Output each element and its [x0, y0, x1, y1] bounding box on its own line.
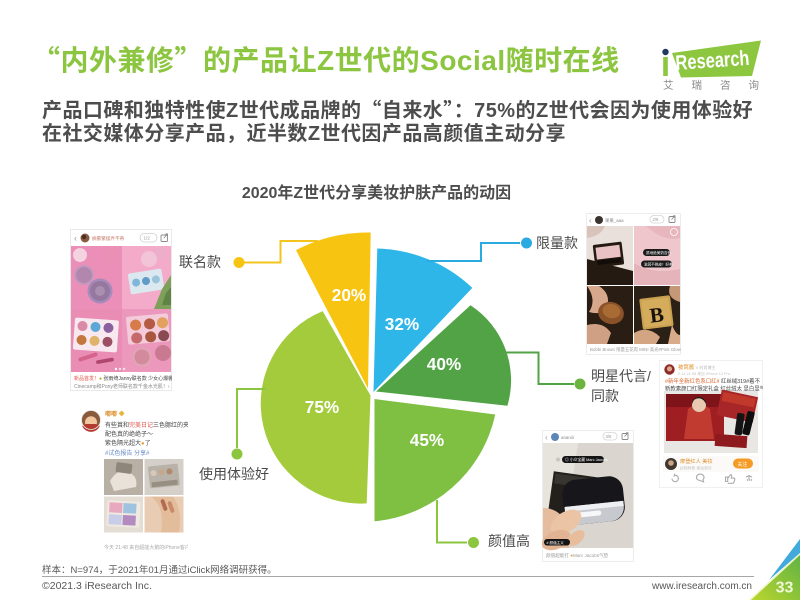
svg-text:3/6: 3/6: [606, 434, 612, 439]
svg-text:# 颜值主义: # 颜值主义: [547, 540, 565, 545]
svg-text:20%: 20%: [332, 285, 366, 305]
svg-text:Research: Research: [675, 47, 750, 75]
svg-text:1/2: 1/2: [144, 236, 151, 241]
svg-text:滋润不挑皮！好美: 滋润不挑皮！好美: [644, 262, 673, 267]
svg-text:摘繁繁摆弄不蒂: 摘繁繁摆弄不蒂: [92, 235, 125, 242]
svg-text:33: 33: [776, 580, 794, 597]
svg-text:‹: ‹: [545, 433, 548, 442]
svg-text:关注: 关注: [737, 461, 747, 468]
svg-text:‹: ‹: [74, 233, 77, 243]
svg-text:Bobbi Brown 限量五花肉 MINI 高光#Pink: Bobbi Brown 限量五花肉 MINI 高光#Pink Glow: [590, 346, 681, 353]
svg-text:颜值超能打 ●Marc Jacobs气垫: 颜值超能打 ●Marc Jacobs气垫: [546, 552, 609, 559]
svg-text:32%: 32%: [385, 314, 419, 334]
svg-text:2/9: 2/9: [653, 217, 659, 222]
svg-text:配色真的绝绝子～: 配色真的绝绝子～: [105, 430, 153, 438]
svg-text:艾瑞咨询: 艾瑞咨询: [663, 79, 770, 92]
svg-text:#新年全新红色系口红# 红丝绒319#着不: #新年全新红色系口红# 红丝绒319#着不: [665, 377, 761, 385]
svg-text:75%: 75%: [305, 397, 339, 417]
svg-text:新品首发！● 张雨绮Janny联名款 少女心爆棚: 新品首发！● 张雨绮Janny联名款 少女心爆棚: [74, 375, 172, 382]
svg-text:B: B: [648, 302, 665, 328]
svg-text:有些蒷和完美日记三色腮红的夹人了: 有些蒷和完美日记三色腮红的夹人了: [105, 421, 188, 429]
svg-text:◎ 小众宝藏 Marc Jacobs: ◎ 小众宝藏 Marc Jacobs: [565, 457, 608, 462]
svg-text:好物种草·美妆测评: 好物种草·美妆测评: [680, 466, 712, 471]
svg-text:2-14 21:08 来自 iPhone 12 Pro: 2-14 21:08 来自 iPhone 12 Pro: [678, 371, 730, 376]
svg-text:45%: 45%: [410, 430, 444, 450]
svg-text:摩登红人 美妆: 摩登红人 美妆: [680, 457, 713, 465]
svg-text:果果_aaa: 果果_aaa: [605, 218, 624, 224]
svg-text:‹: ‹: [589, 216, 592, 225]
svg-text:Cinecamp和Pony老师联名款千金水光肌！›: Cinecamp和Pony老师联名款千金水光肌！›: [74, 383, 170, 390]
svg-text:被窝酱 V 时尚博主: 被窝酱 V 时尚博主: [678, 363, 715, 371]
svg-text:40%: 40%: [427, 354, 461, 374]
svg-text:质地绝美奶杏色: 质地绝美奶杏色: [646, 250, 672, 255]
svg-text:ananiii: ananiii: [561, 435, 574, 440]
svg-text:今天 21:48 来自超能大鹅的iPhone客户端: 今天 21:48 来自超能大鹅的iPhone客户端: [104, 544, 188, 551]
svg-text:紫色隔光超大●了: 紫色隔光超大●了: [105, 439, 151, 447]
svg-text:#试色报告 分享#: #试色报告 分享#: [105, 449, 150, 457]
svg-text:嘟嘟 ◆: 嘟嘟 ◆: [105, 410, 125, 418]
svg-text:新款素颜口红限定礼盒 红丝绒太 显白显气质: 新款素颜口红限定礼盒 红丝绒太 显白显气质: [665, 385, 763, 393]
